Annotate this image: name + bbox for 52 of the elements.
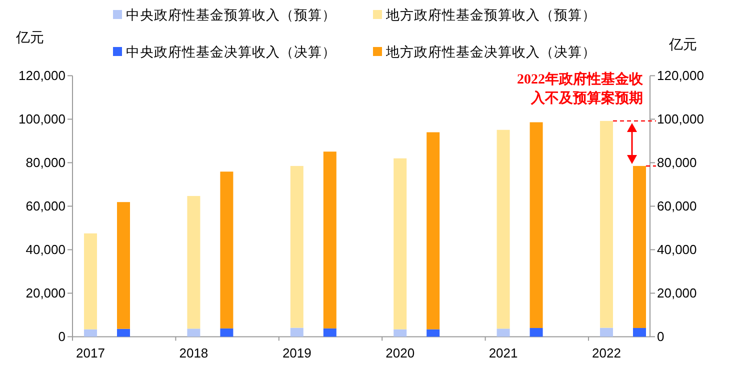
x-tick-label: 2022 — [592, 346, 621, 361]
y-tick-label: 40,000 — [26, 242, 66, 258]
bar — [394, 329, 407, 337]
bar — [530, 328, 543, 337]
x-tick-label: 2019 — [282, 346, 312, 361]
bar — [220, 172, 234, 328]
y-tick-label: 60,000 — [26, 198, 66, 214]
y-tick-label: 120,000 — [18, 68, 66, 84]
y2-tick-label: 0 — [657, 329, 664, 344]
bar — [633, 166, 646, 328]
legend-label: 中央政府性基金决算收入（决算） — [126, 44, 336, 60]
y2-tick-label: 100,000 — [657, 112, 704, 127]
bar — [600, 328, 613, 337]
bar — [117, 328, 130, 337]
bar — [496, 130, 510, 329]
bar — [530, 122, 543, 328]
bar — [187, 328, 200, 337]
bar — [394, 158, 407, 330]
x-tick-label: 2021 — [488, 346, 518, 361]
y-tick-label: 100,000 — [18, 112, 66, 127]
bar — [117, 202, 130, 329]
bar — [633, 328, 646, 337]
y2-tick-label: 40,000 — [657, 242, 697, 258]
y-tick-label: 0 — [58, 329, 66, 344]
bar — [426, 329, 440, 337]
bar — [290, 328, 304, 337]
bar — [323, 328, 336, 337]
bar — [426, 132, 440, 330]
bar — [84, 329, 97, 337]
y2-tick-label: 80,000 — [657, 155, 697, 170]
annotation: 2022年政府性基金收入不及预算案预期 — [517, 70, 644, 106]
y-axis-title: 亿元 — [15, 29, 44, 45]
x-tick-label: 2020 — [386, 346, 415, 361]
y-tick-label: 80,000 — [26, 155, 66, 170]
y2-tick-label: 20,000 — [657, 286, 697, 301]
x-tick-label: 2018 — [179, 346, 208, 361]
y2-tick-label: 60,000 — [657, 198, 697, 214]
bar — [187, 196, 200, 329]
legend-label: 中央政府性基金预算收入（预算） — [126, 8, 336, 22]
bar — [496, 328, 510, 337]
y-tick-label: 20,000 — [26, 286, 66, 301]
y2-tick-label: 120,000 — [657, 68, 704, 84]
bar — [290, 166, 304, 328]
annotation: 2022年政府性基金收入不及预算案预期 — [517, 72, 656, 167]
bar — [323, 152, 336, 328]
bar — [84, 233, 97, 330]
legend-label: 地方政府性基金预算收入（预算） — [385, 8, 596, 22]
y2-axis-title: 亿元 — [668, 36, 697, 52]
bar — [600, 120, 613, 328]
x-tick-label: 2017 — [76, 346, 105, 361]
legend-label: 地方政府性基金决算收入（决算） — [385, 44, 596, 60]
bar — [220, 328, 234, 337]
